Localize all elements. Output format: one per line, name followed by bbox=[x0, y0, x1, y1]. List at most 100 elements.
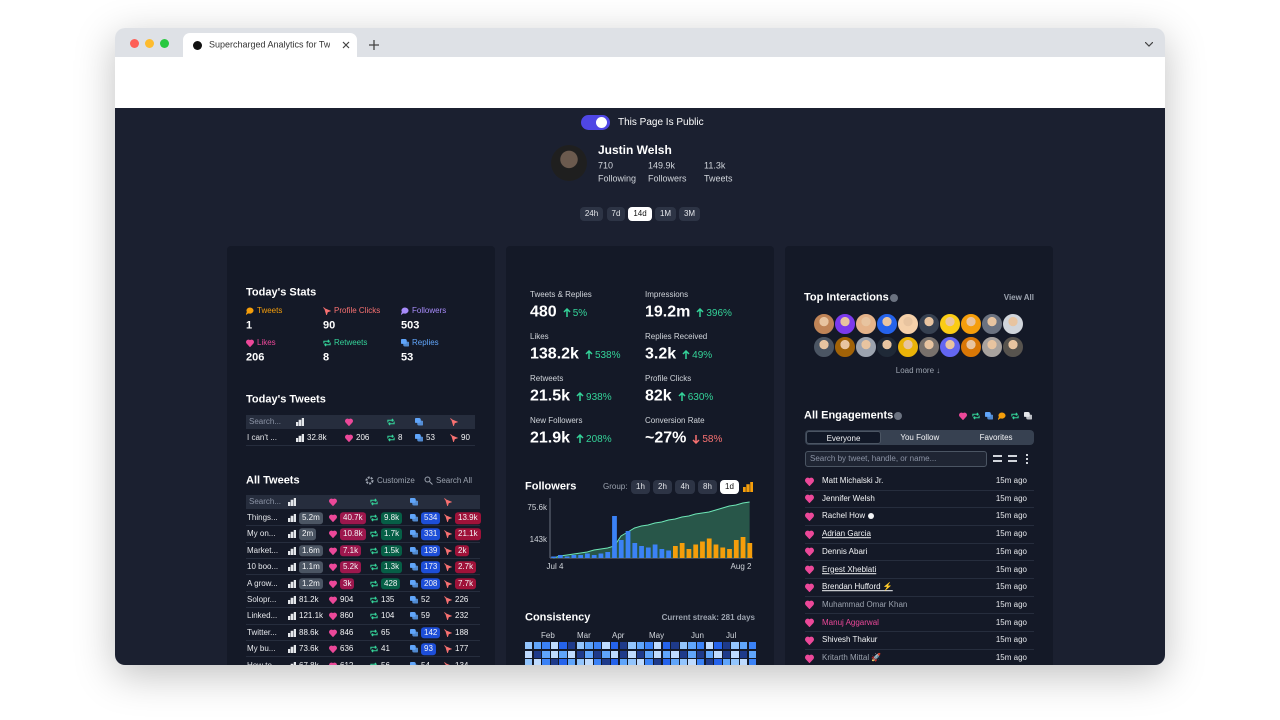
avatar[interactable] bbox=[960, 313, 982, 335]
icon-reply bbox=[410, 645, 418, 653]
profile-avatar bbox=[551, 145, 587, 181]
avatar[interactable] bbox=[834, 313, 856, 335]
tweet-metric: 56 bbox=[381, 661, 390, 665]
new-tab[interactable] bbox=[369, 40, 379, 50]
list-option[interactable] bbox=[993, 455, 1002, 462]
menu-dot[interactable] bbox=[1026, 462, 1028, 464]
avatar[interactable] bbox=[918, 313, 940, 335]
avatar[interactable] bbox=[939, 336, 961, 358]
range-button[interactable]: 24h bbox=[580, 207, 603, 221]
load-more-button[interactable]: Load more ↓ bbox=[895, 366, 941, 376]
engagement-time: 15m ago bbox=[995, 635, 1027, 645]
icon-part bbox=[370, 596, 378, 604]
zoom-button[interactable] bbox=[160, 39, 169, 48]
group-label: Group: bbox=[603, 482, 628, 492]
icon-part bbox=[370, 514, 378, 522]
group-button[interactable]: 4h bbox=[675, 480, 695, 494]
avatar[interactable] bbox=[981, 336, 1003, 358]
icon-bubble bbox=[401, 307, 409, 315]
search-all-button[interactable]: Search All bbox=[436, 476, 473, 486]
range-button[interactable]: 14d bbox=[628, 207, 652, 221]
avatar[interactable] bbox=[1002, 313, 1024, 335]
icon-part bbox=[293, 596, 296, 604]
icon-part bbox=[444, 612, 447, 615]
icon-part bbox=[301, 418, 304, 426]
view-all-link[interactable]: View All bbox=[1003, 293, 1034, 303]
filter-tab[interactable]: You Follow bbox=[900, 433, 940, 442]
avatar[interactable] bbox=[1002, 336, 1024, 358]
follower-bar bbox=[591, 555, 597, 558]
icon-part bbox=[750, 482, 753, 492]
public-label: This Page Is Public bbox=[618, 117, 704, 128]
row-divider bbox=[805, 613, 1034, 615]
row-divider bbox=[246, 541, 480, 543]
icon-click bbox=[323, 307, 331, 315]
range-button[interactable]: 3M bbox=[679, 207, 700, 221]
heatmap-cell bbox=[576, 650, 584, 658]
icon-heart bbox=[329, 531, 337, 539]
avatar[interactable] bbox=[918, 336, 940, 358]
tweet-metric: 40.7k bbox=[340, 512, 366, 524]
icon-click bbox=[444, 579, 452, 588]
icon-rt bbox=[370, 629, 378, 637]
group-button[interactable]: 2h bbox=[653, 480, 672, 494]
menu-dot[interactable] bbox=[1026, 458, 1028, 460]
search-input[interactable]: Search by tweet, handle, or name... bbox=[805, 451, 987, 467]
icon-bubble bbox=[246, 307, 254, 315]
list-option[interactable] bbox=[1008, 455, 1017, 462]
tweet-metric: 188 bbox=[455, 628, 469, 637]
browser-window: Supercharged Analytics for Tw This Page … bbox=[115, 28, 1165, 665]
follower-bar bbox=[564, 556, 570, 558]
avatar[interactable] bbox=[855, 336, 877, 358]
heatmap-cell bbox=[679, 659, 688, 665]
engager-name: Brendan Hufford ⚡ bbox=[822, 582, 893, 592]
icon-part bbox=[290, 663, 294, 665]
avatar[interactable] bbox=[939, 313, 961, 335]
filter-tab[interactable]: Everyone bbox=[806, 431, 881, 444]
tweet-metric: 1.1m bbox=[299, 561, 323, 573]
metric-label: Replies Received bbox=[645, 332, 708, 342]
customize-button[interactable]: Customize bbox=[377, 476, 415, 486]
icon-part bbox=[329, 547, 337, 555]
group-button[interactable]: 1h bbox=[631, 480, 650, 494]
tab-menu[interactable] bbox=[1145, 42, 1153, 47]
group-button[interactable]: 1d bbox=[720, 480, 739, 494]
icon-part bbox=[290, 630, 294, 637]
avatar[interactable] bbox=[897, 336, 919, 358]
tweet-name: How to... bbox=[247, 661, 279, 665]
heatmap-cell bbox=[542, 650, 550, 658]
range-button[interactable]: 7d bbox=[607, 207, 625, 221]
menu-dot[interactable] bbox=[1026, 454, 1028, 456]
icon-reply bbox=[410, 498, 418, 506]
avatar[interactable] bbox=[981, 313, 1003, 335]
avatar[interactable] bbox=[834, 336, 856, 358]
engager-name: Ergest Xheblati bbox=[822, 564, 877, 574]
browser-tab[interactable]: Supercharged Analytics for Tw bbox=[183, 33, 357, 57]
tab-close[interactable] bbox=[342, 41, 350, 49]
public-toggle[interactable] bbox=[581, 115, 610, 130]
row-divider bbox=[246, 558, 480, 559]
icon-bars bbox=[288, 498, 296, 506]
metric-change: 630% bbox=[687, 392, 714, 403]
avatar[interactable] bbox=[876, 336, 898, 358]
close-button[interactable] bbox=[130, 39, 139, 48]
minimize-button[interactable] bbox=[145, 39, 154, 48]
engagement-time: 15m ago bbox=[995, 653, 1027, 663]
icon-rt bbox=[370, 662, 377, 665]
avatar[interactable] bbox=[813, 313, 835, 335]
avatar[interactable] bbox=[813, 336, 835, 358]
icon-reply bbox=[410, 579, 418, 588]
tweet-metric: 7.7k bbox=[455, 577, 477, 590]
icon-part bbox=[563, 308, 571, 317]
avatar[interactable] bbox=[960, 336, 982, 358]
filter-tab[interactable]: Favorites bbox=[979, 433, 1013, 442]
heatmap-cell bbox=[705, 659, 713, 665]
change-arrow bbox=[696, 308, 704, 317]
avatar[interactable] bbox=[855, 313, 877, 335]
avatar[interactable] bbox=[876, 313, 898, 335]
group-button[interactable]: 8h bbox=[698, 480, 717, 494]
range-button[interactable]: 1M bbox=[655, 207, 676, 221]
row-divider bbox=[246, 640, 480, 641]
avatar[interactable] bbox=[897, 313, 919, 335]
tweet-name: Market... bbox=[247, 546, 279, 555]
